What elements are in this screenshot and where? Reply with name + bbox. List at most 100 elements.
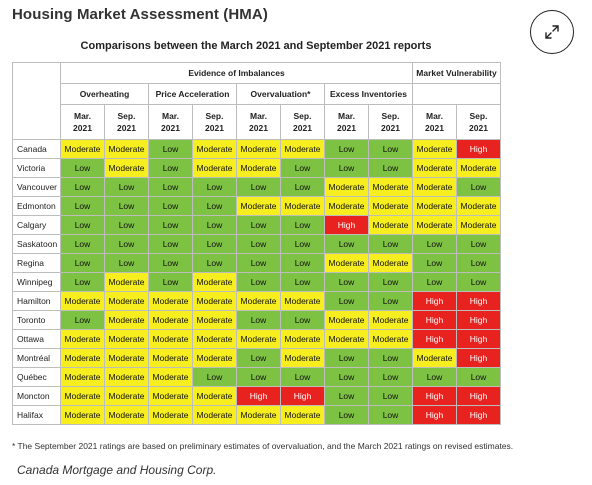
rating-cell: Low xyxy=(60,253,105,273)
period-month: Mar. xyxy=(249,111,267,121)
rating-cell: High xyxy=(456,405,501,425)
rating-cell: High xyxy=(456,348,501,368)
table-row: Moncton Moderate Moderate Moderate Moderate H… xyxy=(12,386,501,406)
period-year: 2021 xyxy=(293,123,312,133)
rating-cell: High xyxy=(456,139,501,159)
rating-cell: Low xyxy=(236,253,281,273)
rating-cell: Moderate xyxy=(412,215,457,235)
rating-cell: Moderate xyxy=(236,405,281,425)
rating-cell: Low xyxy=(368,272,413,292)
rating-cell: Moderate xyxy=(148,348,193,368)
rating-cell: Low xyxy=(236,310,281,330)
rating-cell: Low xyxy=(324,272,369,292)
rating-cell: Low xyxy=(148,253,193,273)
rating-cell: Low xyxy=(236,215,281,235)
rating-cell: Moderate xyxy=(148,291,193,311)
rating-cell: Moderate xyxy=(412,139,457,159)
rating-cell: Moderate xyxy=(236,196,281,216)
rating-cell: Low xyxy=(368,139,413,159)
rating-cell: Low xyxy=(280,367,325,387)
table-row: Canada Moderate Moderate Low Moderate Moderat… xyxy=(12,139,501,159)
rating-cell: Moderate xyxy=(192,310,237,330)
rating-cell: Moderate xyxy=(280,405,325,425)
city-name: Edmonton xyxy=(12,196,61,216)
period-month: Mar. xyxy=(425,111,443,121)
rating-cell: Low xyxy=(324,234,369,254)
rating-cell: Moderate xyxy=(368,253,413,273)
rating-cell: Low xyxy=(60,310,105,330)
rating-cell: Moderate xyxy=(324,177,369,197)
rating-cell: Low xyxy=(324,386,369,406)
rating-cell: Low xyxy=(280,177,325,197)
rating-cell: Moderate xyxy=(192,348,237,368)
category-header: Excess Inventories xyxy=(324,83,413,105)
table-title: Comparisons between the March 2021 and S… xyxy=(80,40,432,52)
rating-cell: Moderate xyxy=(412,196,457,216)
rating-cell: Low xyxy=(60,177,105,197)
rating-cell: High xyxy=(236,386,281,406)
rating-cell: Moderate xyxy=(192,291,237,311)
rating-cell: Moderate xyxy=(280,348,325,368)
rating-cell: Moderate xyxy=(280,139,325,159)
rating-cell: Moderate xyxy=(60,139,105,159)
evidence-header: Evidence of Imbalances xyxy=(60,62,413,84)
city-name: Moncton xyxy=(12,386,61,406)
city-name: Calgary xyxy=(12,215,61,235)
rating-cell: High xyxy=(412,386,457,406)
rating-cell: Low xyxy=(148,215,193,235)
category-header: Price Acceleration xyxy=(148,83,237,105)
rating-cell: Moderate xyxy=(60,386,105,406)
rating-cell: Moderate xyxy=(236,329,281,349)
rating-cell: High xyxy=(456,386,501,406)
rating-cell: Moderate xyxy=(324,310,369,330)
period-month: Mar. xyxy=(73,111,91,121)
rating-cell: Low xyxy=(324,291,369,311)
period-year: 2021 xyxy=(425,123,444,133)
rating-cell: Low xyxy=(148,139,193,159)
rating-cell: Low xyxy=(368,291,413,311)
rating-cell: Moderate xyxy=(148,405,193,425)
rating-cell: Moderate xyxy=(148,367,193,387)
rating-cell: Low xyxy=(236,177,281,197)
rating-cell: Moderate xyxy=(60,291,105,311)
rating-cell: Low xyxy=(280,215,325,235)
rating-cell: Low xyxy=(192,253,237,273)
rating-cell: Low xyxy=(60,234,105,254)
rating-cell: Low xyxy=(192,234,237,254)
rating-cell: Low xyxy=(412,234,457,254)
rating-cell: Low xyxy=(456,272,501,292)
rating-cell: Moderate xyxy=(412,348,457,368)
period-header: Sep. 2021 xyxy=(456,104,501,140)
period-header: Sep. 2021 xyxy=(368,104,413,140)
table-row: Saskatoon Low Low Low Low Low Low Low Low Low Low xyxy=(12,234,501,254)
rating-cell: Low xyxy=(456,177,501,197)
rating-cell: Moderate xyxy=(192,272,237,292)
rating-cell: Moderate xyxy=(280,329,325,349)
rating-cell: Moderate xyxy=(104,386,149,406)
rating-cell: Low xyxy=(60,215,105,235)
table-row: Toronto Low Moderate Moderate Moderate Low Low… xyxy=(12,310,501,330)
rating-cell: Moderate xyxy=(412,158,457,178)
rating-cell: Low xyxy=(368,234,413,254)
rating-cell: Low xyxy=(324,139,369,159)
expand-button[interactable] xyxy=(530,10,574,54)
period-year: 2021 xyxy=(469,123,488,133)
period-month: Sep. xyxy=(293,111,312,121)
rating-cell: Moderate xyxy=(324,253,369,273)
rating-cell: Moderate xyxy=(60,367,105,387)
rating-cell: Low xyxy=(280,272,325,292)
rating-cell: Low xyxy=(104,196,149,216)
rating-cell: Moderate xyxy=(60,348,105,368)
rating-cell: Low xyxy=(456,234,501,254)
rating-cell: Low xyxy=(412,272,457,292)
rating-cell: Moderate xyxy=(104,348,149,368)
rating-cell: Moderate xyxy=(148,310,193,330)
rating-cell: Low xyxy=(60,158,105,178)
rating-cell: Low xyxy=(236,367,281,387)
rating-cell: Low xyxy=(368,158,413,178)
city-name: Montréal xyxy=(12,348,61,368)
city-name: Canada xyxy=(12,139,61,159)
rating-cell: Moderate xyxy=(192,139,237,159)
rating-cell: Low xyxy=(60,196,105,216)
period-month: Sep. xyxy=(205,111,224,121)
